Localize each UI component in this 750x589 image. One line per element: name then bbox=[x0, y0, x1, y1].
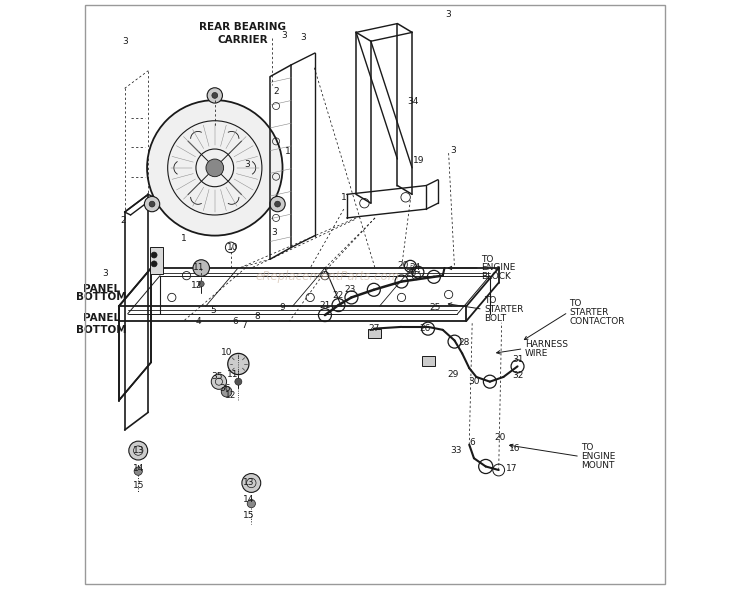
Circle shape bbox=[235, 378, 242, 385]
Text: 6: 6 bbox=[470, 438, 475, 448]
Text: 10: 10 bbox=[220, 348, 232, 357]
Circle shape bbox=[228, 353, 249, 375]
Text: 2: 2 bbox=[120, 216, 126, 226]
Bar bbox=[368, 329, 381, 338]
Text: 20: 20 bbox=[398, 260, 409, 270]
Circle shape bbox=[274, 201, 280, 207]
Circle shape bbox=[211, 92, 217, 98]
Text: 9: 9 bbox=[279, 303, 285, 312]
Text: 27: 27 bbox=[368, 324, 380, 333]
Text: TO: TO bbox=[481, 254, 494, 264]
Circle shape bbox=[129, 441, 148, 460]
Text: 16: 16 bbox=[509, 444, 521, 454]
Text: 17: 17 bbox=[506, 464, 518, 473]
Text: 1: 1 bbox=[285, 147, 291, 157]
Text: 35: 35 bbox=[211, 372, 223, 382]
Text: 7: 7 bbox=[242, 321, 247, 330]
Text: 20: 20 bbox=[406, 269, 417, 279]
Text: 12: 12 bbox=[191, 281, 202, 290]
Text: 25: 25 bbox=[430, 303, 441, 312]
Text: BOTTOM: BOTTOM bbox=[76, 293, 127, 302]
Text: 6: 6 bbox=[232, 316, 238, 326]
Text: TO: TO bbox=[484, 296, 496, 305]
Text: 30: 30 bbox=[468, 377, 480, 386]
Text: 24: 24 bbox=[410, 263, 421, 273]
Circle shape bbox=[134, 467, 142, 475]
Text: PANEL: PANEL bbox=[83, 284, 120, 293]
Text: 3: 3 bbox=[244, 160, 250, 170]
Text: 3: 3 bbox=[271, 228, 277, 237]
Circle shape bbox=[242, 474, 261, 492]
Text: BOLT: BOLT bbox=[484, 313, 506, 323]
Text: 26: 26 bbox=[419, 324, 430, 333]
Text: 4: 4 bbox=[196, 316, 201, 326]
Text: 1: 1 bbox=[341, 193, 346, 202]
Circle shape bbox=[211, 374, 226, 389]
Circle shape bbox=[207, 88, 223, 103]
Circle shape bbox=[149, 201, 155, 207]
Circle shape bbox=[193, 260, 209, 276]
Text: 14: 14 bbox=[243, 495, 254, 504]
Text: 3: 3 bbox=[450, 145, 455, 155]
Circle shape bbox=[152, 261, 157, 267]
Text: 23: 23 bbox=[344, 285, 356, 294]
Circle shape bbox=[221, 386, 232, 397]
Text: ENGINE: ENGINE bbox=[581, 452, 616, 461]
Text: ENGINE: ENGINE bbox=[481, 263, 515, 273]
Text: 12: 12 bbox=[225, 391, 236, 401]
Text: STARTER: STARTER bbox=[484, 305, 524, 314]
Text: BLOCK: BLOCK bbox=[481, 272, 511, 282]
Text: 32: 32 bbox=[512, 371, 524, 380]
Text: 31: 31 bbox=[512, 355, 524, 364]
Text: 3: 3 bbox=[300, 32, 306, 42]
Text: 28: 28 bbox=[459, 338, 470, 348]
Text: HARNESS: HARNESS bbox=[525, 340, 568, 349]
Text: 2: 2 bbox=[273, 87, 279, 96]
Circle shape bbox=[145, 197, 160, 212]
Text: TO: TO bbox=[581, 443, 593, 452]
Text: 3: 3 bbox=[446, 10, 452, 19]
Text: 11: 11 bbox=[226, 369, 238, 379]
Text: PANEL: PANEL bbox=[83, 313, 120, 323]
Text: 14: 14 bbox=[133, 464, 144, 473]
Text: 21: 21 bbox=[320, 300, 331, 310]
Text: 3: 3 bbox=[102, 269, 108, 279]
Text: 13: 13 bbox=[133, 446, 144, 455]
Text: 20: 20 bbox=[494, 432, 506, 442]
Text: 19: 19 bbox=[413, 155, 425, 165]
Text: 8: 8 bbox=[254, 312, 260, 322]
Text: 36: 36 bbox=[219, 384, 230, 393]
Text: 15: 15 bbox=[133, 481, 144, 491]
Text: eReplacementParts.com: eReplacementParts.com bbox=[256, 270, 400, 283]
Text: 5: 5 bbox=[210, 306, 216, 316]
Text: 10: 10 bbox=[226, 243, 238, 252]
Bar bbox=[150, 247, 163, 274]
Circle shape bbox=[270, 197, 285, 212]
Text: 3: 3 bbox=[280, 31, 286, 40]
Text: WIRE: WIRE bbox=[525, 349, 548, 358]
Text: REAR BEARING: REAR BEARING bbox=[199, 22, 286, 31]
Bar bbox=[422, 356, 435, 366]
Circle shape bbox=[206, 159, 224, 177]
Text: 22: 22 bbox=[333, 291, 344, 300]
Text: 33: 33 bbox=[451, 446, 462, 455]
Circle shape bbox=[248, 499, 256, 508]
Text: 29: 29 bbox=[447, 369, 458, 379]
Text: STARTER: STARTER bbox=[569, 307, 609, 317]
Text: CONTACTOR: CONTACTOR bbox=[569, 316, 625, 326]
Text: 3: 3 bbox=[122, 37, 128, 46]
Text: 34: 34 bbox=[407, 97, 419, 106]
Text: TO: TO bbox=[569, 299, 582, 308]
Circle shape bbox=[198, 281, 204, 287]
Text: 13: 13 bbox=[242, 478, 254, 488]
Text: 11: 11 bbox=[193, 263, 204, 273]
Circle shape bbox=[152, 252, 157, 258]
Circle shape bbox=[147, 100, 283, 236]
Text: MOUNT: MOUNT bbox=[581, 461, 614, 470]
Text: CARRIER: CARRIER bbox=[217, 35, 268, 45]
Text: BOTTOM: BOTTOM bbox=[76, 325, 127, 335]
Text: 15: 15 bbox=[242, 511, 254, 520]
Text: 1: 1 bbox=[181, 234, 187, 243]
